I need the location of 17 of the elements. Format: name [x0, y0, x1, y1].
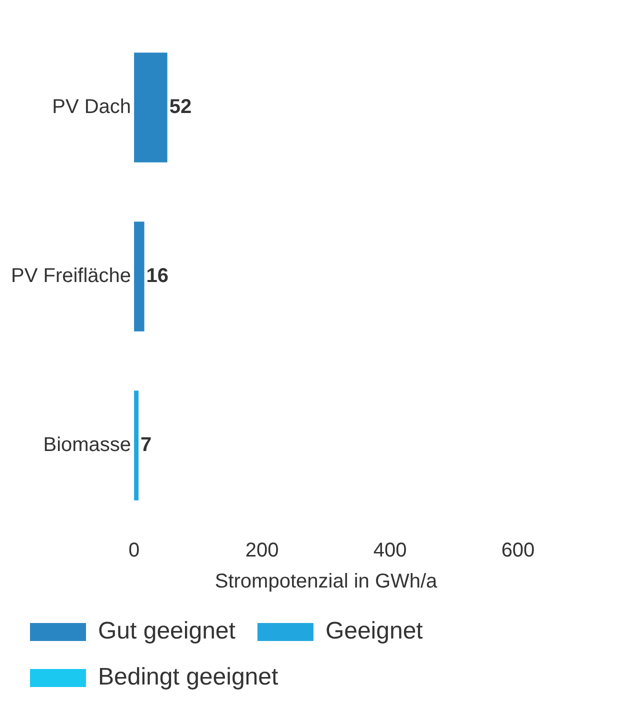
- total-label: 16: [146, 265, 169, 288]
- legend-label: Bedingt geeignet: [98, 664, 278, 691]
- legend-label: Gut geeignet: [98, 618, 236, 645]
- total-label: 52: [169, 96, 192, 118]
- bar: [134, 52, 168, 162]
- y-tick-label: PV Dach: [52, 96, 132, 118]
- legend-label: Geeignet: [325, 618, 424, 645]
- bar: [134, 390, 139, 500]
- x-tick-label: 0: [128, 540, 140, 562]
- x-axis-title: Strompotenzial in GWh/a: [214, 570, 438, 593]
- x-tick-label: 600: [501, 540, 535, 562]
- x-tick-label: 400: [373, 540, 407, 562]
- total-label: 7: [140, 434, 152, 456]
- x-tick-label: 200: [245, 540, 279, 562]
- bar: [134, 222, 144, 332]
- y-tick-label: Biomasse: [43, 434, 132, 456]
- y-tick-label: PV Freifläche: [10, 265, 132, 288]
